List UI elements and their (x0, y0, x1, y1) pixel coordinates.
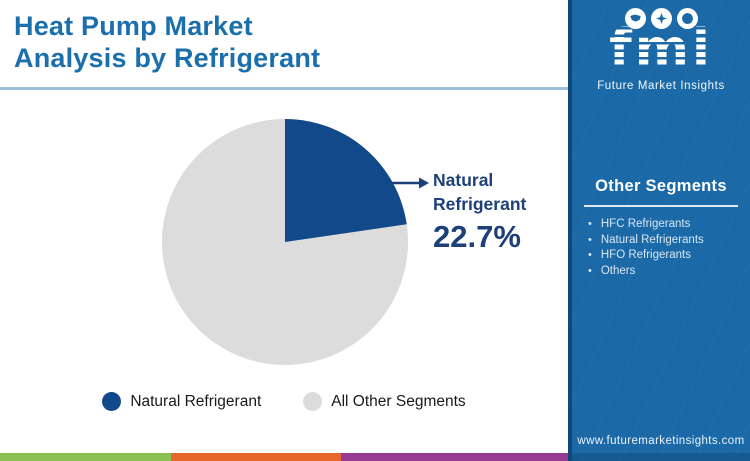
segment-list: • HFC Refrigerants • Natural Refrigerants … (582, 217, 740, 279)
segment-item-natural: • Natural Refrigerants (588, 233, 740, 249)
bullet-icon: • (588, 264, 592, 277)
sidebar: fmi Future Market Insights Other Segment… (568, 0, 750, 461)
globe-icon (676, 8, 698, 29)
footer-stripe-purple (340, 453, 568, 461)
other-segments-divider (584, 205, 738, 207)
callout-label: Natural Refrigerant (433, 168, 526, 216)
legend-label-all-other-segments: All Other Segments (331, 392, 466, 410)
fmi-logo: fmi Future Market Insights (572, 8, 750, 92)
other-segments-heading: Other Segments (595, 177, 727, 195)
bullet-icon: • (588, 233, 592, 246)
logo-wordmark-stripes (609, 22, 713, 76)
segment-item-hfo: • HFO Refrigerants (588, 248, 740, 264)
segment-item-hfc: • HFC Refrigerants (588, 217, 740, 233)
footer-stripe-green (0, 453, 171, 461)
bullet-icon: • (588, 218, 592, 230)
map-icon (624, 8, 646, 29)
callout-label-line1: Natural (433, 170, 494, 190)
callout-label-line2: Refrigerant (433, 194, 527, 214)
legend: Natural Refrigerant All Other Segments (0, 392, 568, 411)
pie-chart (162, 119, 429, 365)
website-url[interactable]: www.futuremarketinsights.com (577, 435, 745, 447)
callout-value: 22.7% (433, 219, 521, 254)
page-title-line1: Heat Pump Market (14, 11, 253, 41)
callout-arrow (392, 177, 429, 189)
logo-wordmark-wrap: fmi (609, 22, 713, 76)
segment-item-others: • Others (588, 264, 740, 280)
compass-icon (650, 8, 672, 29)
page-title: Heat Pump Market Analysis by Refrigerant (14, 10, 320, 74)
footer-stripe-orange (170, 453, 341, 461)
title-underline (0, 87, 568, 90)
callout: Natural Refrigerant 22.7% (433, 168, 526, 255)
legend-item-all-other-segments: All Other Segments (303, 392, 466, 411)
legend-label-natural-refrigerant: Natural Refrigerant (130, 392, 262, 410)
bullet-icon: • (588, 249, 592, 261)
legend-swatch-all-other-segments (303, 392, 323, 411)
pie-slice-natural-refrigerant (285, 119, 407, 242)
logo-icons (572, 8, 750, 29)
legend-swatch-natural-refrigerant (102, 392, 122, 411)
legend-item-natural-refrigerant: Natural Refrigerant (102, 392, 261, 411)
footer-stripes (0, 453, 568, 461)
page-title-line2: Analysis by Refrigerant (14, 43, 321, 73)
main-area: Heat Pump Market Analysis by Refrigerant… (0, 10, 568, 461)
other-segments-panel: Other Segments • HFC Refrigerants • Natura… (572, 177, 750, 279)
logo-subtitle: Future Market Insights (597, 80, 725, 92)
